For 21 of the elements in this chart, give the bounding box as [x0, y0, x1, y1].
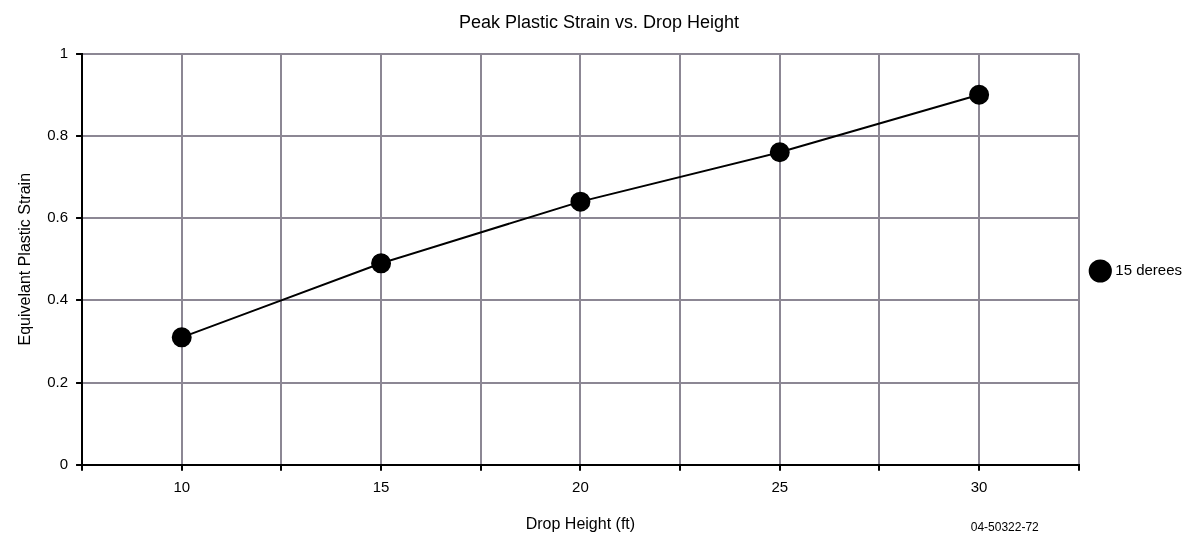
x-tick-label: 20: [572, 477, 589, 495]
x-tick-label: 30: [970, 477, 988, 495]
point: [570, 191, 591, 212]
y-tick-label: 1: [59, 43, 69, 61]
point: [769, 142, 790, 163]
y-tick-label: 0.6: [47, 208, 69, 226]
x-tick-label: 15: [372, 477, 390, 495]
x-tick-label: 25: [771, 477, 789, 495]
y-tick-label: 0.8: [47, 125, 69, 143]
y-tick-label: 0.2: [47, 372, 69, 390]
x-tick-label: 10: [173, 477, 191, 495]
legend-label: 15 derees: [1115, 261, 1182, 279]
y-axis-title: Equivelant Plastic Strain: [16, 172, 34, 346]
y-tick-label: 0: [59, 454, 69, 472]
point: [371, 253, 392, 274]
text: 04-50322-72: [970, 520, 1040, 535]
point: [969, 84, 990, 105]
chart-title: Peak Plastic Strain vs. Drop Height: [458, 11, 740, 32]
y-tick-label: 0.4: [47, 290, 69, 308]
point: [171, 327, 192, 348]
x-axis-title: Drop Height (ft): [525, 514, 636, 532]
